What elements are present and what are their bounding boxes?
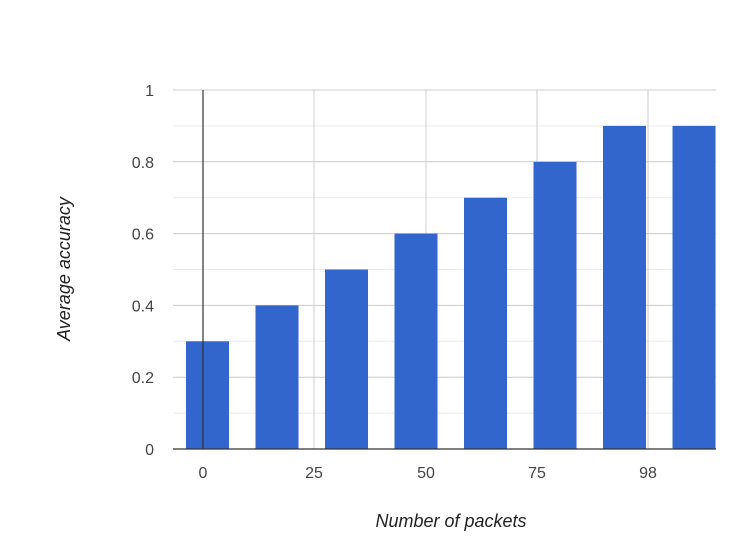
y-tick-label: 0.8 <box>132 155 154 172</box>
bar <box>464 197 507 449</box>
x-tick-label: 50 <box>417 465 435 482</box>
y-tick-label: 0 <box>145 442 154 459</box>
bar <box>394 233 438 449</box>
x-axis-title: Number of packets <box>375 511 526 531</box>
bar <box>603 125 646 450</box>
y-axis-ticks: 0 0.2 0.4 0.6 0.8 1 <box>132 83 154 459</box>
x-tick-label: 98 <box>639 465 657 482</box>
bar <box>672 125 716 450</box>
x-axis-ticks: 0 25 50 75 98 <box>199 465 657 482</box>
y-axis-title: Average accuracy <box>54 196 74 342</box>
x-tick-label: 75 <box>528 465 546 482</box>
x-tick-label: 0 <box>199 465 208 482</box>
y-tick-label: 0.4 <box>132 298 154 315</box>
bars <box>186 125 716 450</box>
y-tick-label: 1 <box>145 83 154 100</box>
bar <box>255 305 299 449</box>
bar <box>325 269 368 449</box>
bar <box>186 341 229 449</box>
y-tick-label: 0.6 <box>132 227 154 244</box>
bar <box>533 161 577 450</box>
y-tick-label: 0.2 <box>132 370 154 387</box>
x-tick-label: 25 <box>305 465 323 482</box>
